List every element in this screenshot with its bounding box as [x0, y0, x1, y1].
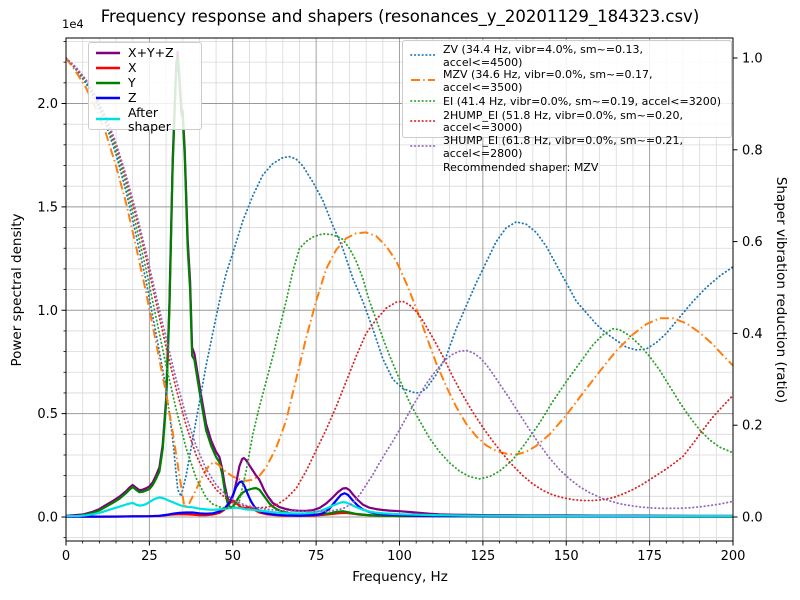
y-axis-right-label: Shaper vibration reduction (ratio)	[773, 176, 789, 404]
shaper-3hump-ei-curve	[66, 57, 733, 513]
shaper-mzv-curve	[66, 57, 733, 508]
legend-main-curves: X+Y+Z X Y Z After shaper	[88, 42, 202, 134]
legend-item: X	[95, 60, 195, 76]
y-right-tick-label: 0.0	[742, 511, 763, 526]
legend-item: ZV (34.4 Hz, vibr=4.0%, sm~=0.13, accel<…	[410, 43, 724, 69]
legend-line-sample	[96, 117, 120, 121]
legend-item: Y	[95, 75, 195, 91]
y-right-tick-label: 0.6	[742, 235, 763, 250]
legend-item: 3HUMP_EI (61.8 Hz, vibr=0.0%, sm~=0.21, …	[410, 134, 724, 160]
legend-item: 2HUMP_EI (51.8 Hz, vibr=0.0%, sm~=0.20, …	[410, 108, 724, 135]
ticks	[61, 41, 738, 546]
y-right-tick-label: 0.8	[742, 143, 763, 158]
x-tick-label: 75	[308, 549, 325, 564]
legend-item: Z	[95, 90, 195, 106]
legend-item-label: 3HUMP_EI (61.8 Hz, vibr=0.0%, sm~=0.21, …	[443, 134, 684, 160]
y-left-tick-label: 1.0	[37, 304, 58, 319]
x-tick-label: 0	[62, 549, 70, 564]
legend-item: EI (41.4 Hz, vibr=0.0%, sm~=0.19, accel<…	[410, 95, 724, 110]
x-tick-label: 125	[470, 549, 495, 564]
legend-line-sample	[96, 66, 120, 70]
legend-item-label: ZV (34.4 Hz, vibr=4.0%, sm~=0.13, accel<…	[443, 43, 643, 69]
legend-line-sample	[410, 145, 436, 148]
x-tick-label: 150	[554, 549, 579, 564]
y-axis-offset-label: 1e4	[62, 17, 84, 31]
legend-item: MZV (34.6 Hz, vibr=0.0%, sm~=0.17, accel…	[410, 68, 724, 94]
legend-item-label: After shaper	[128, 105, 171, 135]
shaper-2hump-ei-curve	[66, 57, 733, 509]
legend-item-label: X+Y+Z	[128, 45, 174, 61]
legend-line-sample	[96, 51, 120, 55]
x-axis-label: Frequency, Hz	[352, 569, 448, 585]
y-right-tick-label: 0.4	[742, 327, 763, 342]
psd-after-shaper-curve	[66, 496, 733, 518]
x-tick-label: 100	[387, 549, 412, 564]
x-tick-label: 50	[224, 549, 241, 564]
y-axis-left-label: Power spectral density	[9, 213, 25, 367]
legend-line-sample	[96, 96, 120, 100]
x-tick-label: 175	[637, 549, 662, 564]
chart-title: Frequency response and shapers (resonanc…	[100, 7, 700, 26]
x-tick-label: 25	[141, 549, 158, 564]
legend-item-label: Y	[128, 75, 136, 91]
y-right-tick-label: 0.2	[742, 419, 763, 434]
psd-x-y-z-curve	[66, 50, 733, 517]
y-right-tick-label: 1.0	[742, 52, 763, 67]
legend-item-label: EI (41.4 Hz, vibr=0.0%, sm~=0.19, accel<…	[443, 94, 721, 108]
legend-shapers: ZV (34.4 Hz, vibr=4.0%, sm~=0.13, accel<…	[402, 40, 732, 173]
y-left-tick-label: 0.5	[37, 407, 58, 422]
x-tick-label: 200	[721, 549, 746, 564]
legend-item-label: Z	[128, 90, 137, 106]
legend-item: After shaper	[95, 105, 195, 135]
legend-recommended-shaper: Recommended shaper: MZV	[410, 160, 724, 175]
legend-item-label: MZV (34.6 Hz, vibr=0.0%, sm~=0.17, accel…	[443, 68, 653, 94]
y-left-tick-label: 0.0	[37, 511, 58, 526]
legend-item: X+Y+Z	[95, 45, 195, 61]
y-left-tick-label: 1.5	[37, 200, 58, 215]
legend-line-sample	[411, 79, 435, 82]
legend-line-sample	[410, 119, 436, 122]
shaper-ei-curve	[66, 57, 733, 510]
plot-area	[66, 50, 733, 518]
shaper-zv-curve	[66, 57, 733, 498]
y-left-tick-label: 2.0	[37, 97, 58, 112]
legend-item-label: X	[128, 60, 137, 76]
legend-line-sample	[96, 81, 120, 85]
recommended-shaper-text: Recommended shaper: MZV	[443, 160, 599, 174]
legend-line-sample	[410, 99, 436, 102]
legend-line-sample	[410, 54, 436, 57]
legend-item-label: 2HUMP_EI (51.8 Hz, vibr=0.0%, sm~=0.20, …	[443, 108, 684, 135]
